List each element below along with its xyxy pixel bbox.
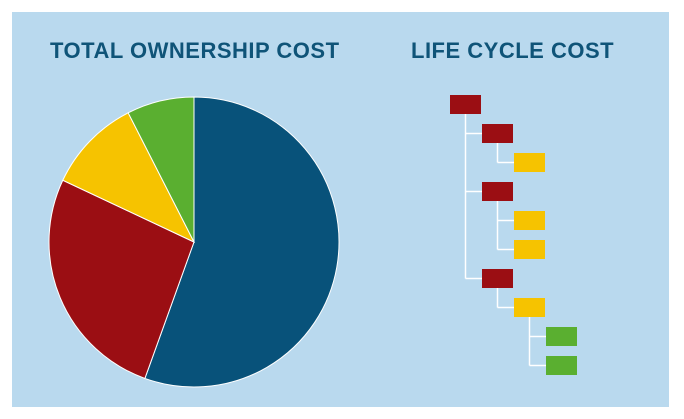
tree-node-yellow-level-2 bbox=[514, 153, 545, 172]
tree-node-yellow-level-2 bbox=[514, 240, 545, 259]
pie-slice-yellow bbox=[62, 112, 196, 244]
tree-node-red-level-1 bbox=[482, 269, 513, 288]
ownership-cost-pie-chart bbox=[48, 96, 340, 388]
pie-slice-red bbox=[48, 179, 195, 380]
tree-node-red-level-1 bbox=[482, 124, 513, 143]
tree-node-yellow-level-2 bbox=[514, 298, 545, 317]
life-cycle-cost-title: LIFE CYCLE COST bbox=[411, 38, 615, 63]
total-ownership-cost-title: TOTAL OWNERSHIP COST bbox=[50, 38, 340, 63]
tree-node-red-level-1 bbox=[482, 182, 513, 201]
pie-slice-blue bbox=[144, 96, 340, 388]
tree-node-green-level-3 bbox=[546, 356, 577, 375]
tree-node-yellow-level-2 bbox=[514, 211, 545, 230]
tree-node-red-level-0 bbox=[450, 95, 481, 114]
tree-node-green-level-3 bbox=[546, 327, 577, 346]
pie-slice-green bbox=[127, 96, 195, 243]
life-cycle-cost-tree bbox=[450, 95, 577, 375]
